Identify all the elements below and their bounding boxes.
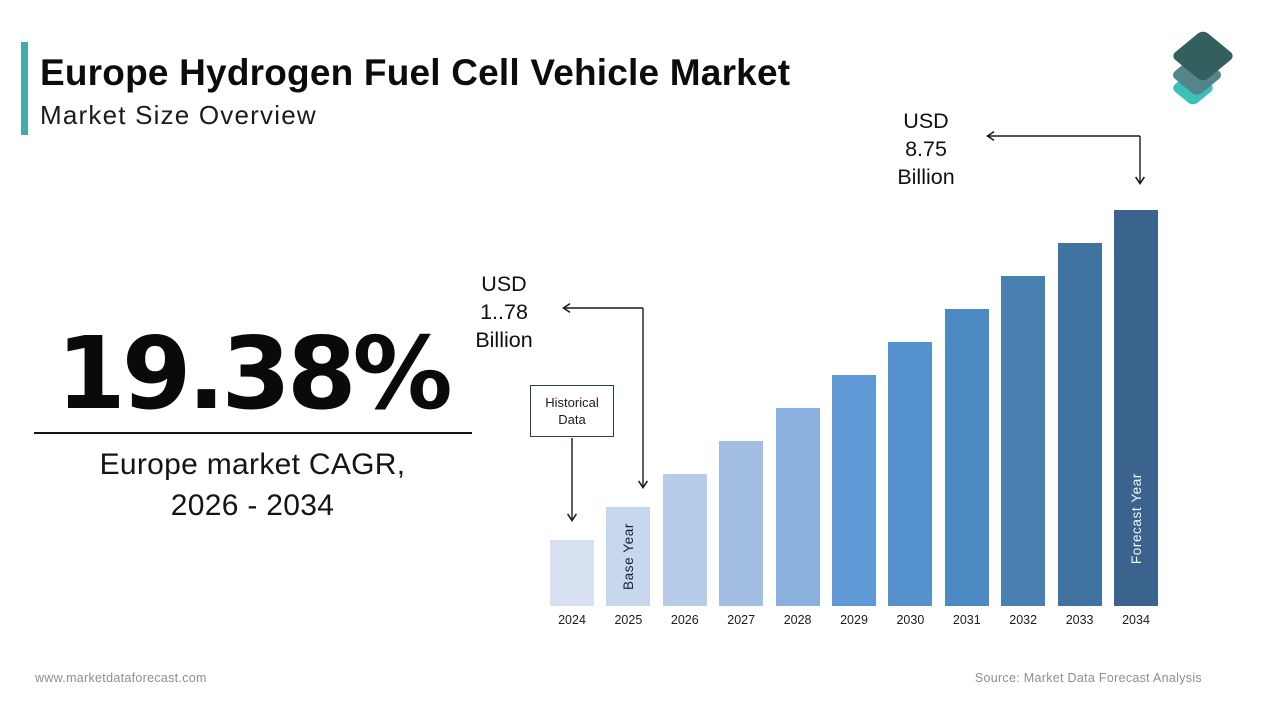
bar-2032	[1001, 276, 1046, 606]
bar-2030	[888, 342, 933, 606]
bar-2034: Forecast Year	[1114, 210, 1158, 606]
cagr-stat-block: 19.38% Europe market CAGR, 2026 - 2034	[25, 322, 480, 526]
bar-2028	[775, 408, 820, 606]
x-tick-2034: 2034	[1122, 613, 1150, 627]
cagr-value: 19.38%	[56, 315, 453, 432]
bar-2024	[550, 539, 594, 606]
forecast-value-annotation: USD 8.75 Billion	[897, 109, 955, 189]
x-tick-2025: 2025	[614, 613, 643, 627]
bar-2029	[832, 374, 876, 606]
historical-data-box: Historical Data	[530, 385, 614, 437]
bar-2026	[662, 474, 707, 606]
title-accent-bar	[21, 42, 28, 135]
x-tick-2030: 2030	[896, 613, 925, 627]
page-subtitle: Market Size Overview	[40, 100, 317, 130]
footer-website: www.marketdataforecast.com	[35, 671, 207, 685]
x-tick-2024: 2024	[558, 613, 586, 627]
x-tick-2026: 2026	[670, 613, 699, 627]
bar-2033	[1057, 242, 1102, 606]
forecast-year-label: Forecast Year	[1128, 472, 1144, 564]
base-year-label: Base Year	[620, 523, 636, 590]
base-value-annotation: USD 1..78 Billion	[475, 272, 533, 352]
x-tick-2031: 2031	[952, 613, 981, 627]
footer-source: Source: Market Data Forecast Analysis	[974, 671, 1202, 685]
cagr-caption: Europe market CAGR, 2026 - 2034	[99, 448, 406, 522]
bar-2031	[944, 308, 989, 606]
bar-2025: Base Year	[606, 507, 651, 606]
bar-2027	[719, 441, 764, 606]
stat-divider	[33, 432, 472, 434]
page-title: Europe Hydrogen Fuel Cell Vehicle Market	[40, 52, 791, 93]
x-tick-2033: 2033	[1065, 613, 1094, 627]
x-tick-2032: 2032	[1009, 613, 1038, 627]
x-tick-2028: 2028	[783, 613, 812, 627]
x-tick-2029: 2029	[840, 613, 868, 627]
x-tick-2027: 2027	[727, 613, 756, 627]
